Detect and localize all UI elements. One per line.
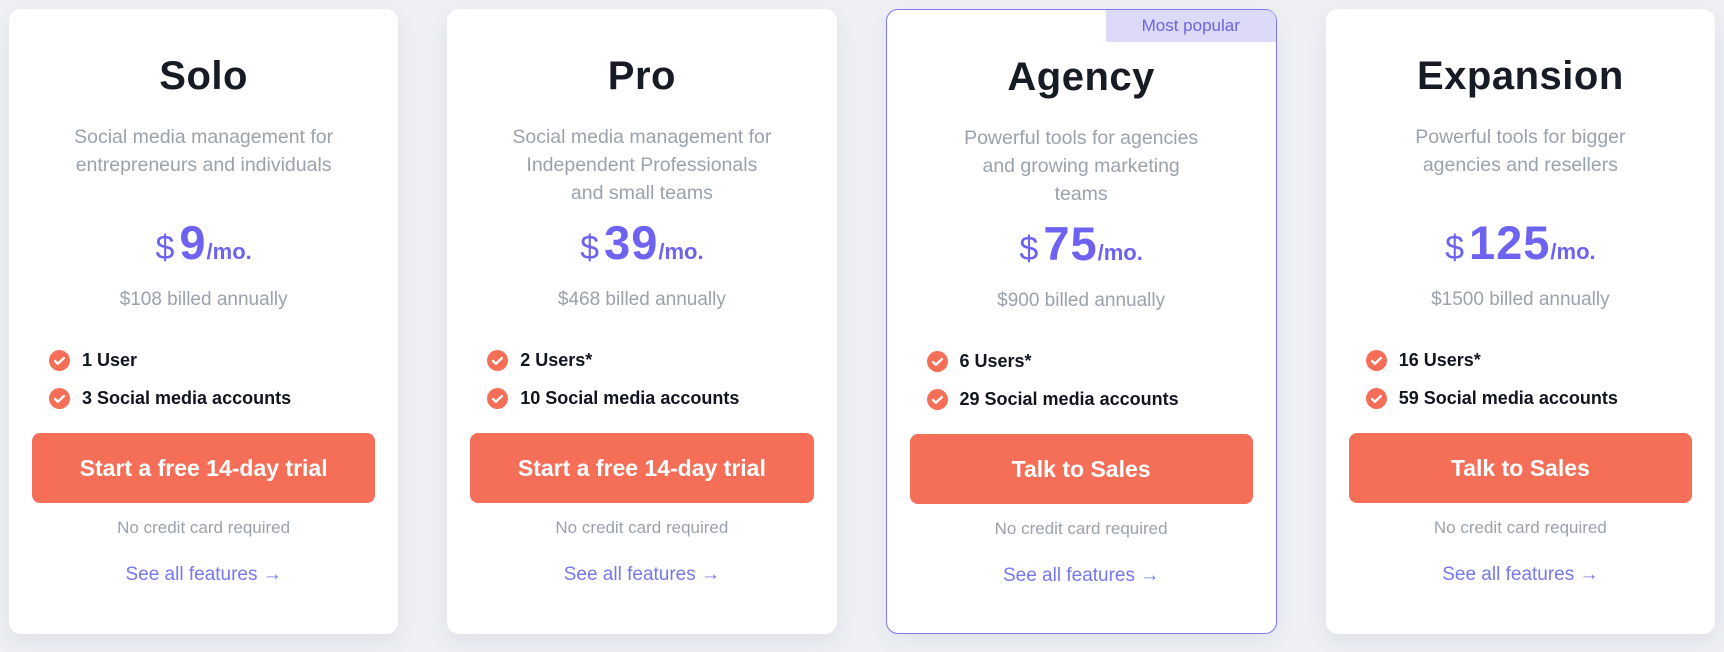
most-popular-badge: Most popular bbox=[1105, 10, 1276, 42]
feature-item: 16 Users* bbox=[1365, 349, 1685, 371]
feature-item: 29 Social media accounts bbox=[926, 388, 1246, 410]
plan-price: $ 125 /mo. bbox=[1326, 215, 1715, 269]
currency-symbol: $ bbox=[580, 229, 600, 267]
price-period: /mo. bbox=[1097, 240, 1143, 265]
plan-card-expansion: Expansion Powerful tools for bigger agen… bbox=[1325, 9, 1715, 634]
feature-label: 16 Users* bbox=[1398, 349, 1481, 370]
feature-item: 2 Users* bbox=[487, 349, 806, 371]
check-icon bbox=[49, 387, 70, 409]
price-period: /mo. bbox=[206, 239, 252, 264]
currency-symbol: $ bbox=[1445, 229, 1464, 267]
feature-list: 6 Users* 29 Social media accounts bbox=[887, 350, 1276, 410]
plan-card-solo: Solo Social media management for entrepr… bbox=[9, 9, 399, 634]
feature-item: 59 Social media accounts bbox=[1365, 387, 1685, 409]
billing-note: $468 billed annually bbox=[557, 289, 726, 310]
feature-item: 1 User bbox=[49, 349, 368, 371]
feature-label: 29 Social media accounts bbox=[959, 388, 1179, 409]
cta-note: No credit card required bbox=[994, 519, 1168, 538]
see-all-features-link[interactable]: See all features → bbox=[563, 564, 721, 585]
plan-title: Pro bbox=[607, 54, 676, 98]
see-all-features-link[interactable]: See all features → bbox=[1002, 565, 1160, 586]
talk-to-sales-button[interactable]: Talk to Sales bbox=[909, 434, 1253, 504]
currency-symbol: $ bbox=[155, 229, 175, 267]
plan-title: Solo bbox=[159, 54, 248, 98]
price-amount: 9 bbox=[179, 216, 207, 269]
feature-label: 6 Users* bbox=[959, 350, 1032, 371]
billing-note: $108 billed annually bbox=[119, 289, 288, 310]
feature-item: 10 Social media accounts bbox=[487, 387, 806, 409]
billing-note: $1500 billed annually bbox=[1431, 289, 1610, 310]
plan-price: $ 9 /mo. bbox=[9, 215, 398, 269]
check-icon bbox=[49, 349, 70, 371]
plan-price: $ 39 /mo. bbox=[447, 215, 836, 269]
plan-price: $ 75 /mo. bbox=[887, 216, 1276, 270]
feature-list: 16 Users* 59 Social media accounts bbox=[1326, 349, 1715, 409]
feature-label: 10 Social media accounts bbox=[520, 387, 740, 408]
currency-symbol: $ bbox=[1019, 230, 1039, 268]
check-icon bbox=[487, 349, 509, 371]
plan-title: Agency bbox=[1007, 55, 1155, 99]
check-icon bbox=[926, 388, 948, 410]
feature-item: 3 Social media accounts bbox=[49, 387, 368, 409]
start-trial-button[interactable]: Start a free 14-day trial bbox=[470, 433, 814, 503]
check-icon bbox=[926, 350, 948, 372]
price-amount: 75 bbox=[1043, 217, 1098, 270]
check-icon bbox=[487, 387, 509, 409]
feature-list: 1 User 3 Social media accounts bbox=[9, 349, 398, 409]
plan-description: Powerful tools for bigger agencies and r… bbox=[1415, 126, 1626, 176]
billing-note: $900 billed annually bbox=[997, 290, 1166, 311]
feature-label: 59 Social media accounts bbox=[1398, 387, 1618, 408]
cta-note: No credit card required bbox=[117, 518, 291, 537]
pricing-plans-row: Solo Social media management for entrepr… bbox=[9, 9, 1715, 634]
talk-to-sales-button[interactable]: Talk to Sales bbox=[1348, 433, 1692, 503]
feature-label: 3 Social media accounts bbox=[82, 387, 292, 408]
check-icon bbox=[1365, 349, 1387, 371]
plan-card-agency: Most popular Agency Powerful tools for a… bbox=[885, 9, 1277, 634]
see-all-features-link[interactable]: See all features → bbox=[125, 564, 282, 585]
see-all-features-link[interactable]: See all features → bbox=[1442, 564, 1599, 585]
plan-description: Social media management for Independent … bbox=[512, 126, 772, 204]
start-trial-button[interactable]: Start a free 14-day trial bbox=[32, 433, 376, 503]
check-icon bbox=[1365, 387, 1387, 409]
plan-title: Expansion bbox=[1416, 54, 1624, 98]
price-amount: 125 bbox=[1469, 216, 1551, 269]
feature-label: 2 Users* bbox=[520, 349, 593, 370]
plan-card-pro: Pro Social media management for Independ… bbox=[447, 9, 837, 634]
cta-note: No credit card required bbox=[1433, 518, 1607, 537]
plan-description: Powerful tools for agencies and growing … bbox=[964, 127, 1199, 205]
feature-list: 2 Users* 10 Social media accounts bbox=[447, 349, 836, 409]
price-amount: 39 bbox=[604, 216, 659, 269]
feature-item: 6 Users* bbox=[926, 350, 1246, 372]
plan-description: Social media management for entrepreneur… bbox=[74, 126, 334, 176]
price-period: /mo. bbox=[1550, 239, 1596, 264]
cta-note: No credit card required bbox=[555, 518, 729, 537]
feature-label: 1 User bbox=[82, 349, 138, 370]
price-period: /mo. bbox=[658, 239, 704, 264]
